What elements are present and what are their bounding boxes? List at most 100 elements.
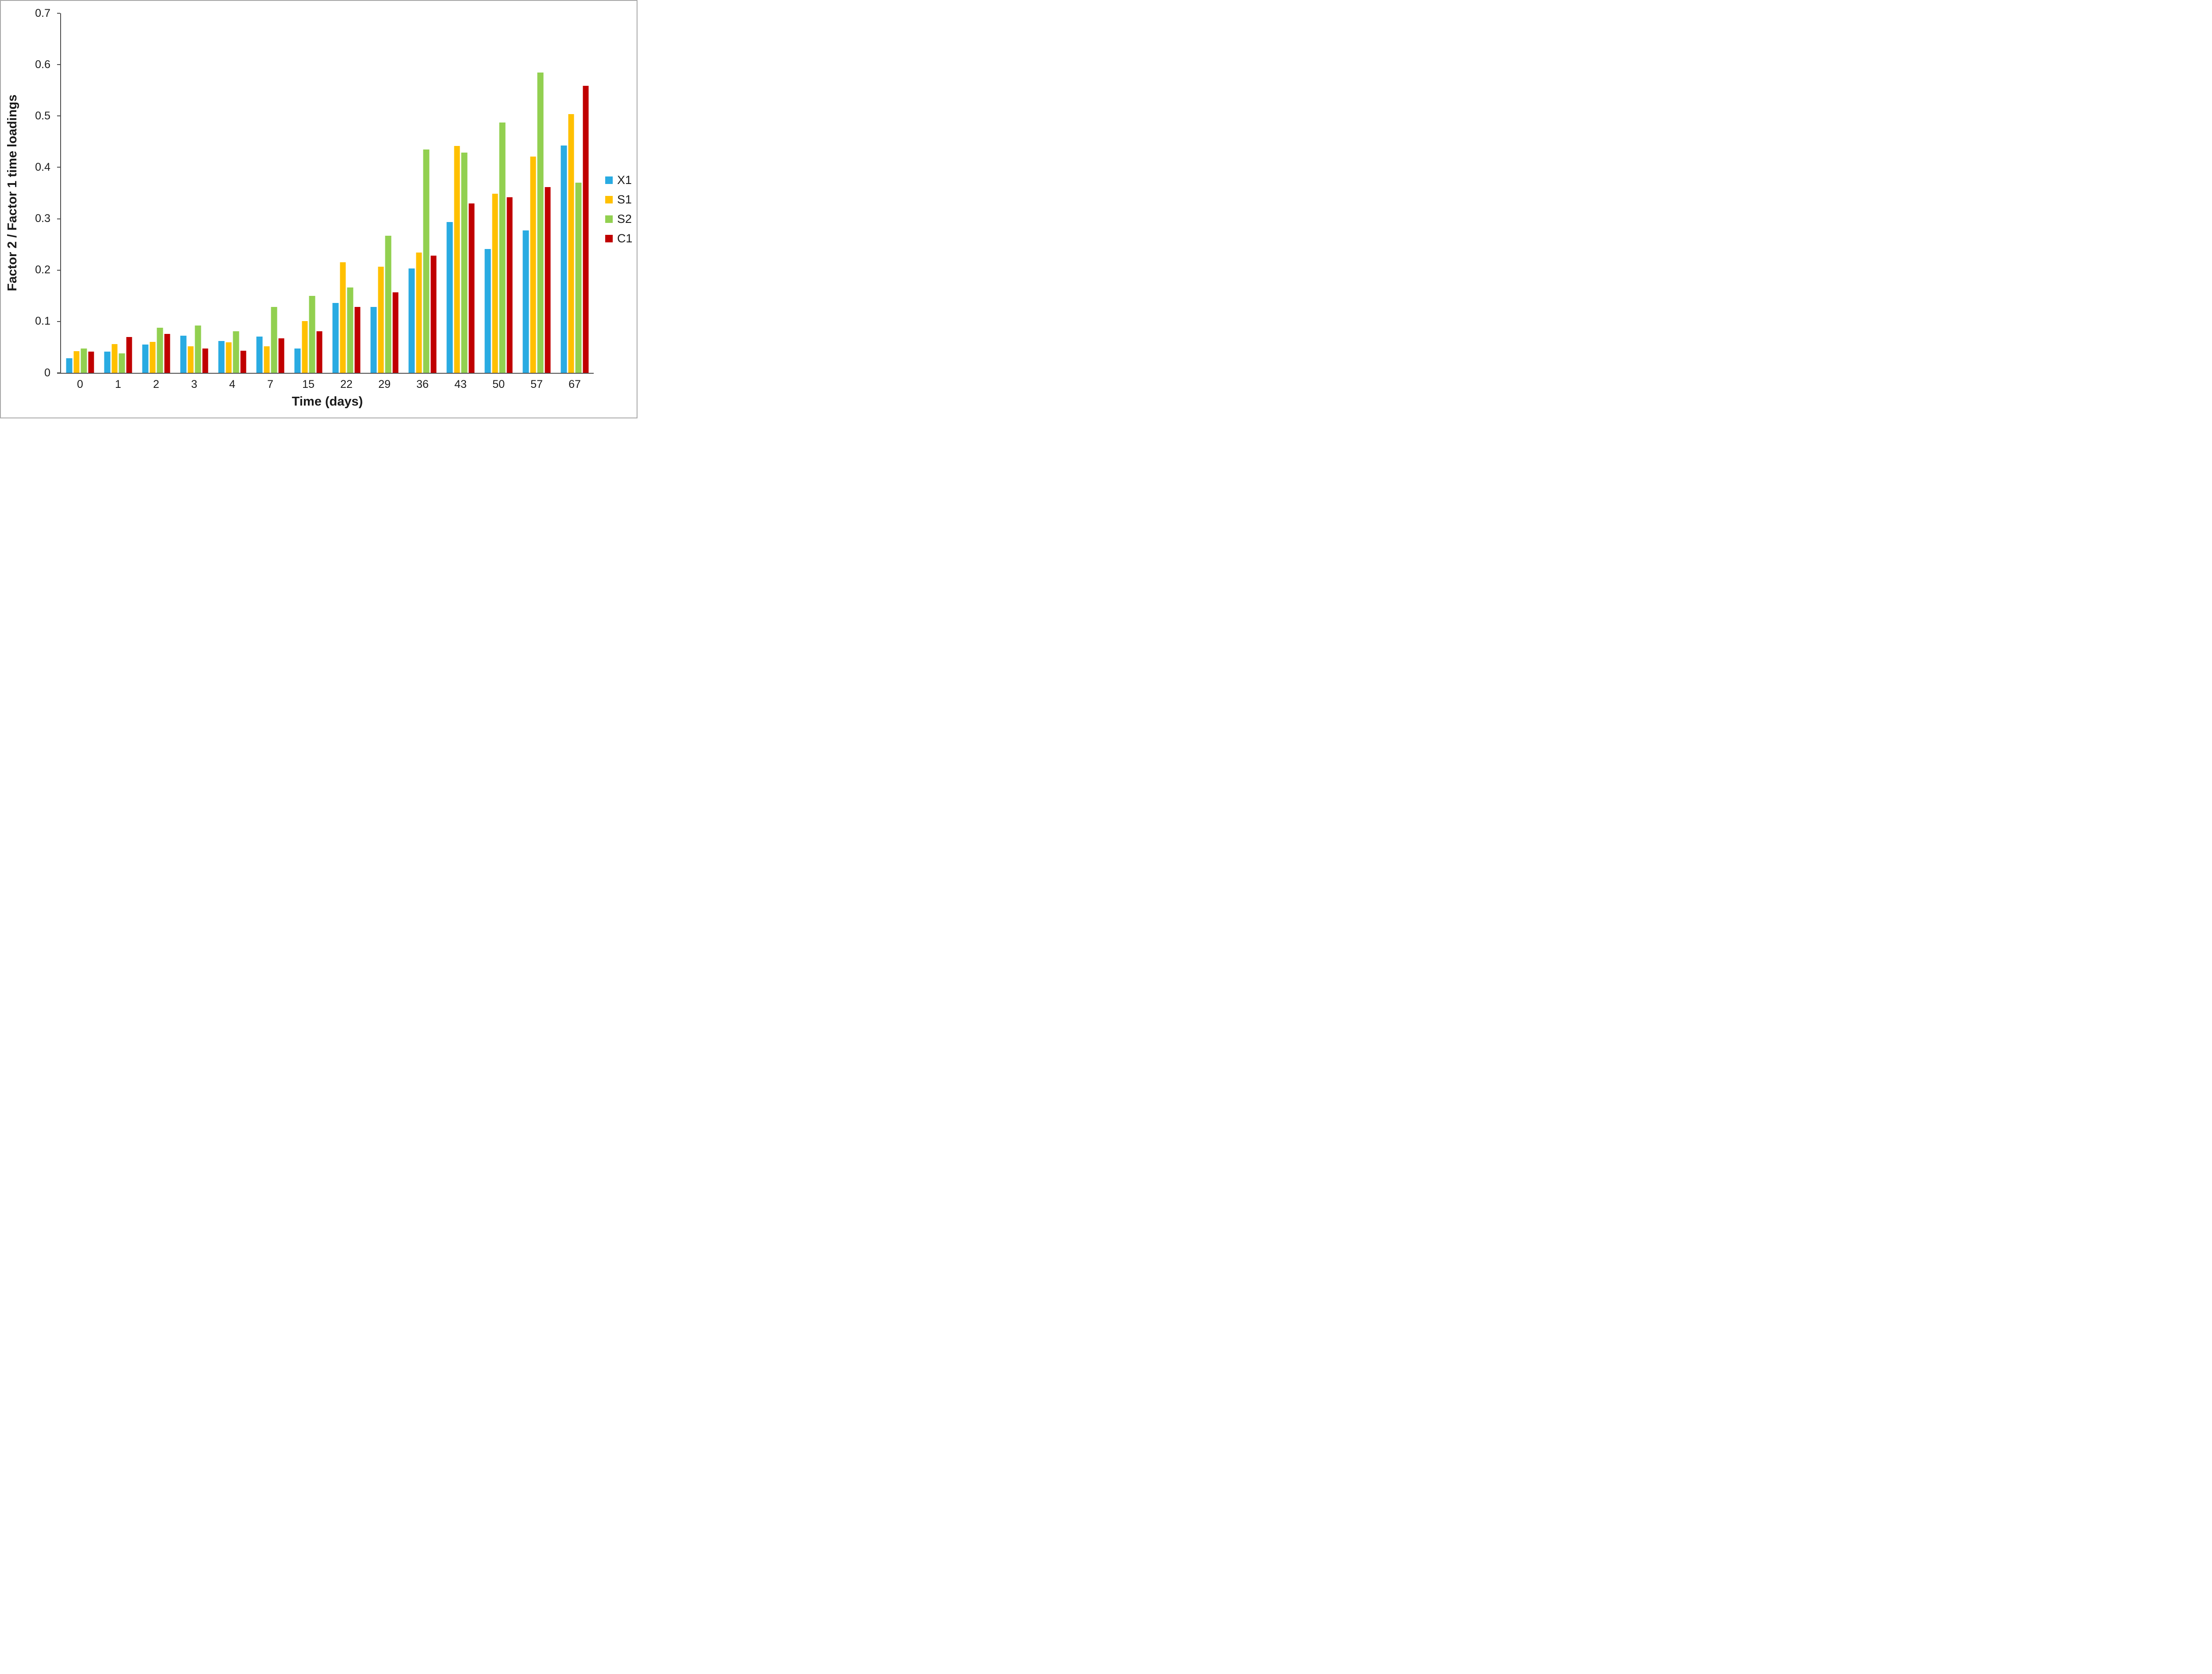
bars-day-7 <box>256 13 284 373</box>
x-tick-label-3: 3 <box>191 378 197 391</box>
bar-X1-day-2 <box>142 345 148 373</box>
bars-day-22 <box>332 13 361 373</box>
bar-S1-day-3 <box>188 346 194 373</box>
bar-S1-day-22 <box>340 262 346 373</box>
y-tick-0.1 <box>57 321 60 322</box>
group-day-43: 43 <box>442 13 480 390</box>
group-day-22: 22 <box>327 13 365 390</box>
x-tick-label-0: 0 <box>77 378 83 391</box>
bar-X1-day-22 <box>332 303 338 373</box>
bars-day-4 <box>218 13 246 373</box>
bars-day-0 <box>66 13 94 373</box>
bar-C1-day-43 <box>469 203 475 373</box>
x-tick-label-4: 4 <box>229 378 235 391</box>
bar-X1-day-7 <box>256 336 262 373</box>
bar-S2-day-3 <box>195 326 201 373</box>
x-tick-label-15: 15 <box>302 378 315 391</box>
bar-S2-day-7 <box>271 307 277 373</box>
y-axis-line <box>60 13 61 373</box>
group-day-3: 3 <box>175 13 213 390</box>
bar-X1-day-36 <box>408 268 415 373</box>
y-tick-0.7 <box>57 13 60 14</box>
legend-item-S1: S1 <box>605 194 633 206</box>
bar-C1-day-4 <box>240 351 246 373</box>
y-tick-label-0: 0 <box>44 366 50 379</box>
y-tick-0.2 <box>57 269 60 271</box>
x-tick-label-7: 7 <box>267 378 273 391</box>
bar-X1-day-50 <box>484 249 491 373</box>
legend-item-S2: S2 <box>605 213 633 225</box>
bar-X1-day-0 <box>66 358 72 373</box>
legend-item-X1: X1 <box>605 174 633 186</box>
legend-label-X1: X1 <box>617 173 632 187</box>
bar-S2-day-4 <box>233 331 239 373</box>
x-axis-title: Time (days) <box>292 395 363 409</box>
y-tick-0.5 <box>57 115 60 117</box>
legend-label-S1: S1 <box>617 193 632 206</box>
bar-S2-day-15 <box>309 295 315 373</box>
bar-S1-day-67 <box>568 114 574 373</box>
x-axis-line <box>57 373 594 374</box>
bars-day-57 <box>522 13 551 373</box>
legend-swatch-C1 <box>605 235 613 242</box>
bars-day-36 <box>408 13 437 373</box>
group-day-2: 2 <box>137 13 175 390</box>
bars-day-67 <box>561 13 589 373</box>
bars-day-1 <box>104 13 132 373</box>
bar-S1-day-50 <box>492 193 498 373</box>
group-day-29: 29 <box>365 13 403 390</box>
y-tick-0.3 <box>57 218 60 219</box>
bar-C1-day-50 <box>507 197 513 373</box>
x-tick-label-57: 57 <box>530 378 543 391</box>
bar-C1-day-67 <box>583 85 589 373</box>
y-tick-label-0.5: 0.5 <box>35 109 50 122</box>
y-tick-label-0.2: 0.2 <box>35 264 50 276</box>
bar-S1-day-29 <box>378 266 384 373</box>
bar-C1-day-29 <box>392 292 399 373</box>
y-tick-0 <box>57 372 60 373</box>
group-day-7: 7 <box>251 13 289 390</box>
bar-S2-day-43 <box>461 152 467 373</box>
bars-day-43 <box>446 13 475 373</box>
bars-day-29 <box>370 13 399 373</box>
bar-S2-day-50 <box>499 123 505 373</box>
bar-C1-day-36 <box>430 256 437 373</box>
bar-S1-day-15 <box>302 321 308 373</box>
bar-S1-day-36 <box>416 253 422 373</box>
group-day-36: 36 <box>403 13 442 390</box>
bar-C1-day-57 <box>545 187 551 373</box>
bar-S1-day-1 <box>111 344 118 373</box>
bar-S2-day-67 <box>575 183 581 373</box>
legend: X1 S1 S2 C1 <box>605 174 633 245</box>
y-tick-0.6 <box>57 64 60 65</box>
bar-S1-day-43 <box>454 146 460 373</box>
legend-item-C1: C1 <box>605 233 633 245</box>
group-day-67: 67 <box>556 13 594 390</box>
group-day-50: 50 <box>480 13 518 390</box>
x-tick-label-50: 50 <box>492 378 505 391</box>
bar-S1-day-7 <box>264 346 270 373</box>
x-tick-label-29: 29 <box>378 378 391 391</box>
bar-X1-day-4 <box>218 341 224 373</box>
bar-X1-day-57 <box>522 230 529 373</box>
bar-X1-day-29 <box>370 307 376 373</box>
bar-C1-day-15 <box>316 331 323 373</box>
group-day-1: 1 <box>99 13 137 390</box>
legend-label-C1: C1 <box>617 232 633 245</box>
x-tick-label-43: 43 <box>454 378 467 391</box>
bar-S1-day-2 <box>150 342 156 373</box>
x-tick-label-36: 36 <box>416 378 429 391</box>
bar-C1-day-0 <box>88 352 94 373</box>
legend-swatch-S1 <box>605 196 613 203</box>
y-tick-label-0.7: 0.7 <box>35 7 50 19</box>
bar-S2-day-22 <box>347 287 353 373</box>
bar-chart-figure: Factor 2 / Factor 1 time loadings 0 0.1 0.… <box>0 0 637 418</box>
x-tick-label-2: 2 <box>153 378 159 391</box>
bar-S1-day-4 <box>226 342 232 373</box>
legend-swatch-S2 <box>605 215 613 223</box>
bar-S2-day-57 <box>537 72 543 373</box>
y-tick-label-0.4: 0.4 <box>35 161 50 173</box>
group-day-15: 15 <box>289 13 327 390</box>
x-tick-label-22: 22 <box>340 378 353 391</box>
bar-S2-day-0 <box>81 349 87 373</box>
